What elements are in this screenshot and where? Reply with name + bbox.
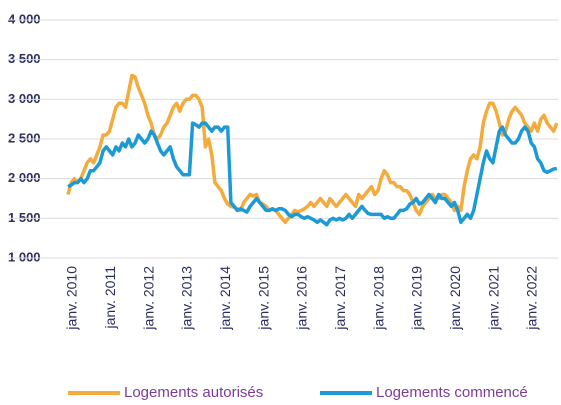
y-tick-label: 4 000 [8,11,41,26]
x-tick-label: janv. 2022 [524,266,540,331]
y-tick-label: 2 500 [8,130,41,145]
x-tick-label: janv. 2019 [409,266,425,331]
y-tick-label: 1 500 [8,210,41,225]
x-tick-label: janv. 2021 [485,266,501,331]
x-tick-label: janv. 2011 [102,266,118,330]
x-tick-label: janv. 2012 [140,266,156,331]
x-tick-label: janv. 2016 [294,266,310,331]
x-tick-label: janv. 2014 [217,266,233,331]
series-line [66,73,559,225]
y-tick-label: 3 000 [8,91,41,106]
y-tick-label: 3 500 [8,51,41,66]
x-tick-label: janv. 2018 [370,266,386,331]
x-tick-label: janv. 2015 [255,266,271,331]
x-tick-label: janv. 2013 [179,266,195,331]
legend-label: Logements autorisés [124,384,263,401]
x-tick-label: janv. 2017 [332,266,348,331]
series-line [67,121,558,227]
y-tick-label: 2 000 [8,170,41,185]
legend-label: Logements commencé [376,384,528,401]
y-tick-label: 1 000 [8,249,41,264]
x-tick-label: janv. 2020 [447,266,463,331]
x-tick-label: janv. 2010 [64,266,80,331]
